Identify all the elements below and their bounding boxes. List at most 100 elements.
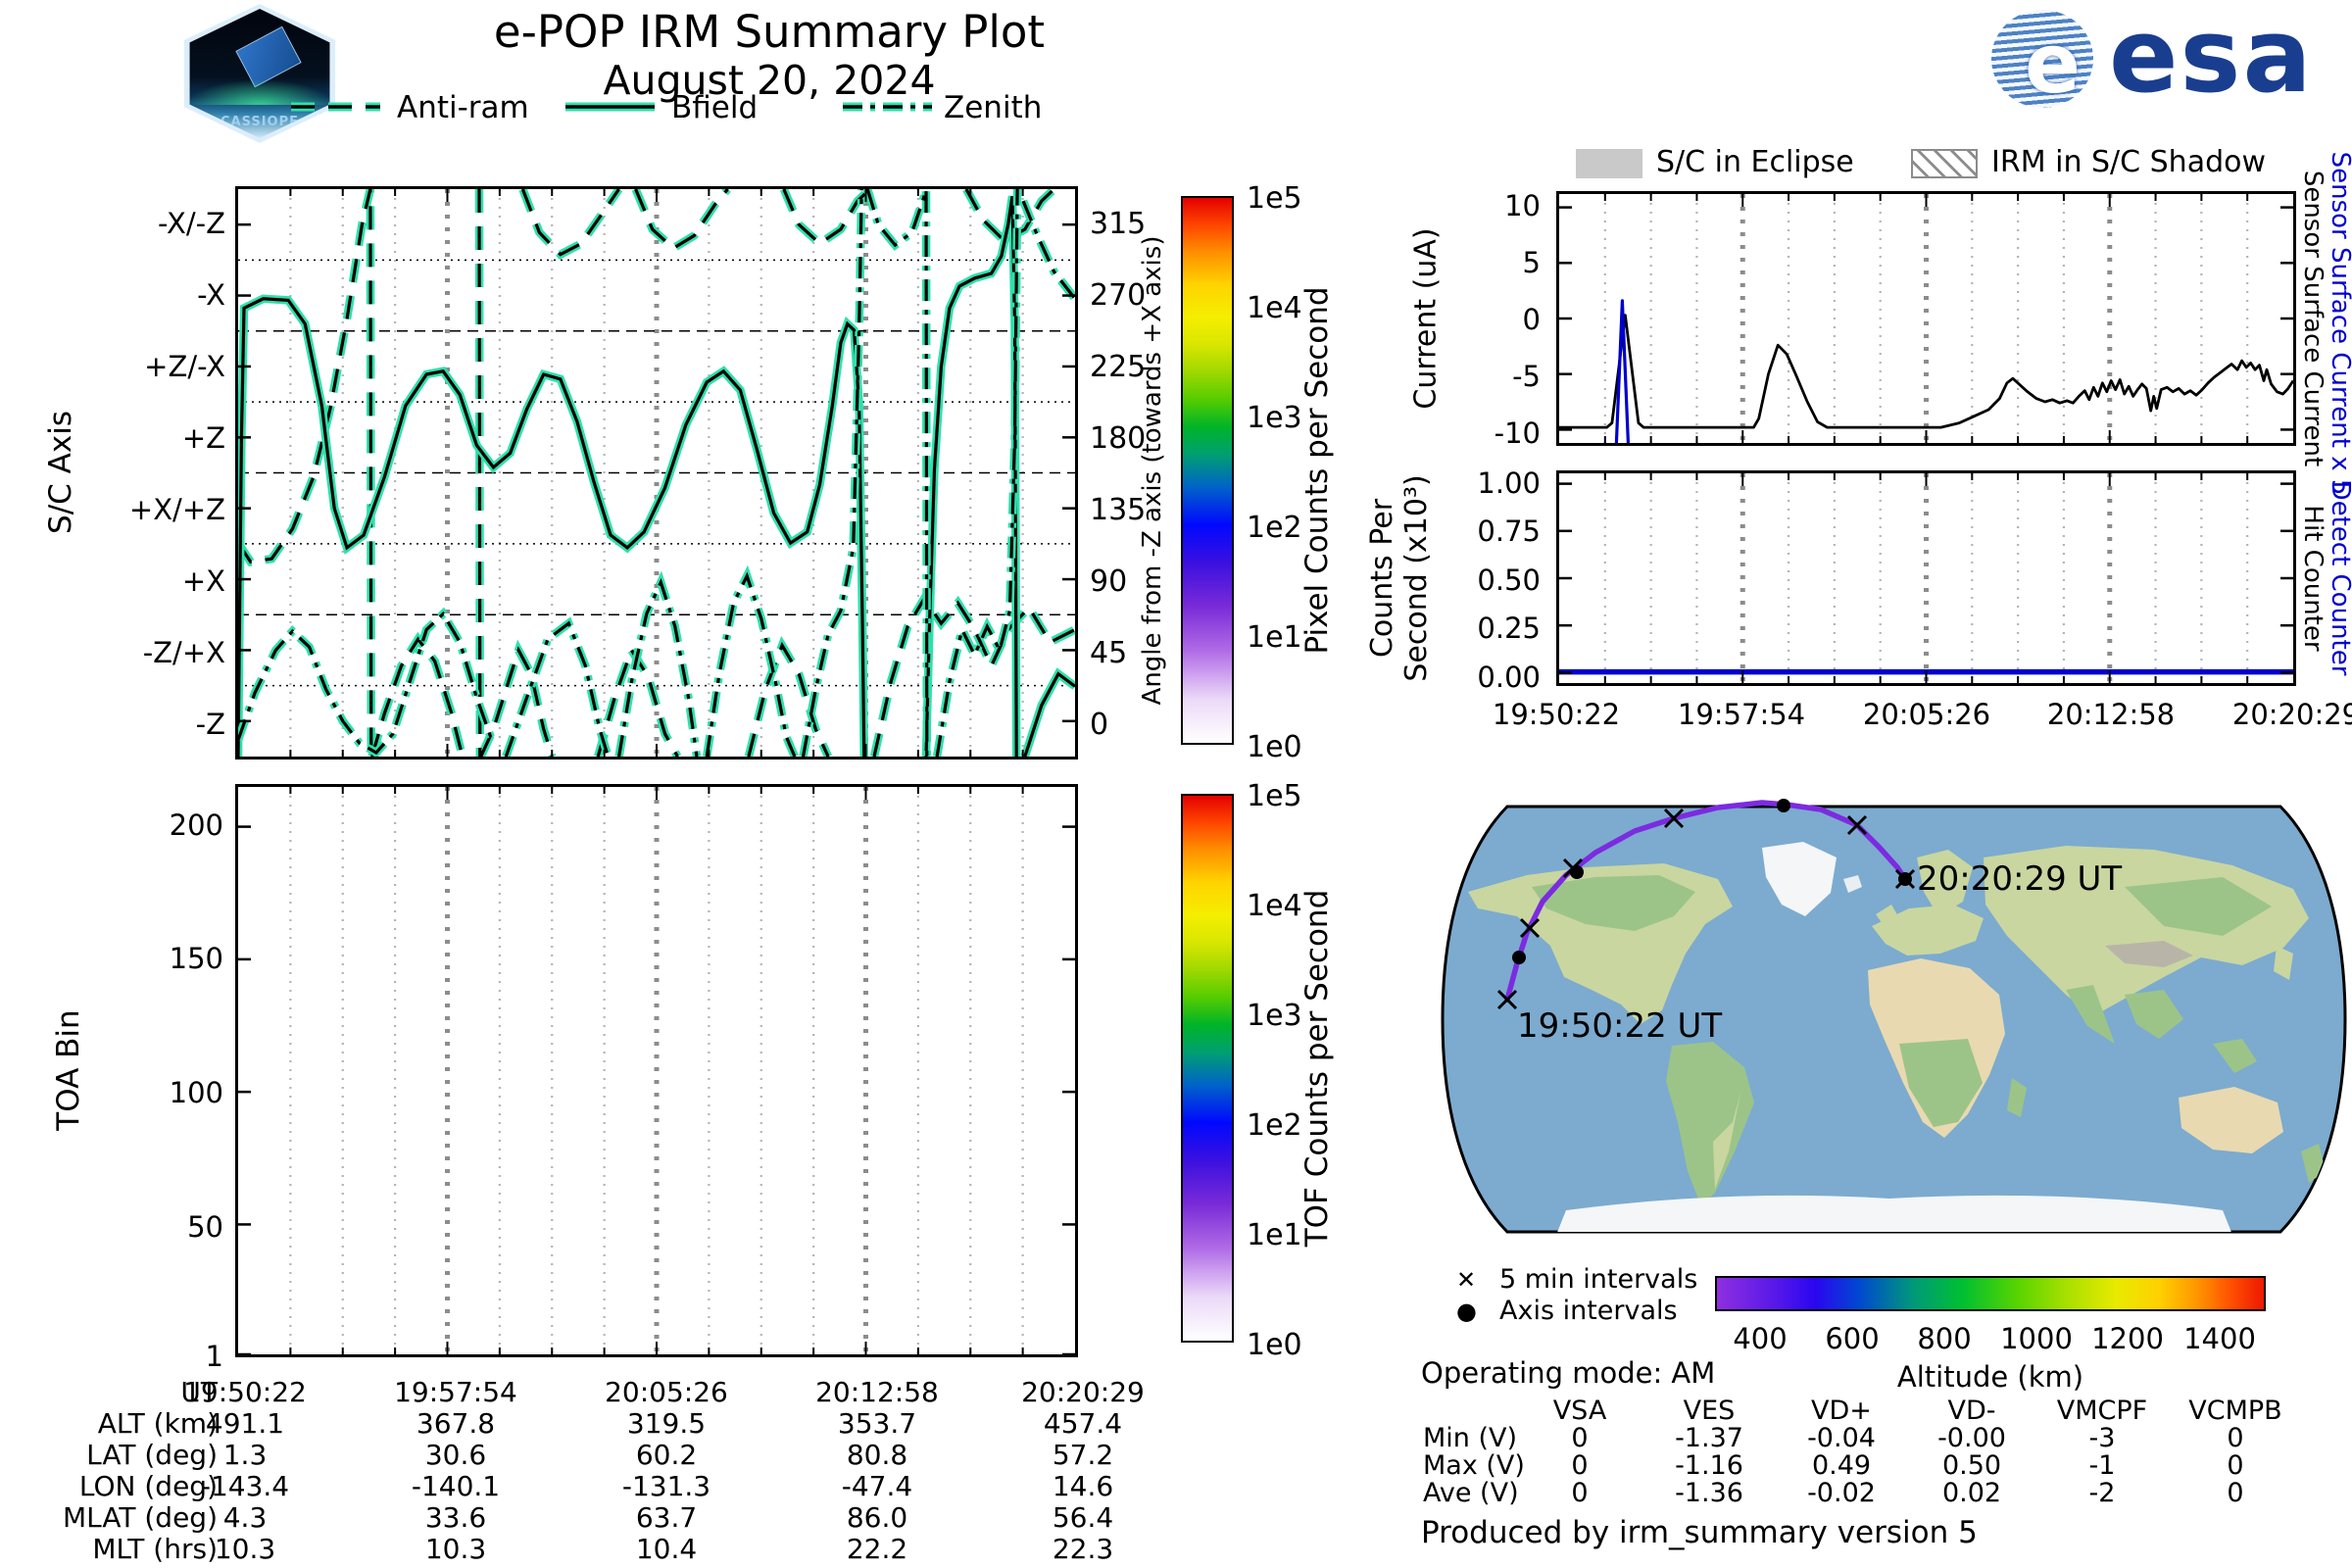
vt-max-2: 0.49 bbox=[1811, 1450, 1872, 1481]
eph-alt-4: 457.4 bbox=[1043, 1407, 1123, 1440]
vt-min-3: -0.00 bbox=[1937, 1423, 2006, 1453]
satellite-icon bbox=[235, 25, 302, 88]
pixel-cb-label: Pixel Counts per Second bbox=[1299, 286, 1335, 655]
time-tick-4: 20:20:29 bbox=[2231, 698, 2352, 731]
dot-marker-icon: ● bbox=[1456, 1298, 1477, 1325]
vt-ave-5: 0 bbox=[2227, 1478, 2244, 1508]
counts-plot bbox=[1556, 470, 2296, 686]
eph-mlat-0: 4.3 bbox=[222, 1501, 268, 1534]
tof-cb-1e1: 1e1 bbox=[1247, 1218, 1302, 1252]
altitude-bar-label: Altitude (km) bbox=[1896, 1360, 2084, 1394]
current-ylabel: Current (uA) bbox=[1408, 227, 1444, 410]
legend-zenith: Zenith bbox=[944, 90, 1043, 125]
vt-ave-2: -0.02 bbox=[1807, 1478, 1876, 1508]
eph-label-mlat: MLAT (deg) bbox=[62, 1501, 218, 1534]
angle-tick-135: 135 bbox=[1090, 493, 1147, 527]
eph-mlat-3: 86.0 bbox=[846, 1501, 908, 1534]
cassiope-mission-patch: CASSIOPE bbox=[183, 4, 336, 143]
legend-eclipse: S/C in Eclipse bbox=[1656, 145, 1854, 179]
pixel-colorbar bbox=[1181, 196, 1234, 745]
toa-ylabel: TOA Bin bbox=[51, 1009, 86, 1131]
eph-alt-1: 367.8 bbox=[416, 1407, 496, 1440]
eph-mlat-2: 63.7 bbox=[635, 1501, 698, 1534]
vt-ave-3: 0.02 bbox=[1941, 1478, 2002, 1508]
anti-ram-legend-line-icon bbox=[291, 102, 380, 112]
eph-mlt-2: 10.4 bbox=[635, 1533, 698, 1565]
vt-max-1: -1.16 bbox=[1675, 1450, 1743, 1481]
alt-tick-400: 400 bbox=[1733, 1322, 1788, 1355]
eph-ut-1: 19:57:54 bbox=[394, 1376, 517, 1408]
map-legend-axis: Axis intervals bbox=[1499, 1296, 1678, 1326]
angle-tick-45: 45 bbox=[1090, 636, 1128, 670]
eph-alt-3: 353.7 bbox=[837, 1407, 917, 1440]
alt-tick-1400: 1400 bbox=[2183, 1322, 2256, 1355]
angle-tick-270: 270 bbox=[1090, 278, 1147, 313]
tof-cb-1e5: 1e5 bbox=[1247, 779, 1302, 813]
esa-globe-icon: e bbox=[1991, 10, 2093, 108]
eph-mlat-1: 33.6 bbox=[424, 1501, 487, 1534]
sc-ytick-pz: +Z bbox=[181, 421, 225, 455]
vt-max-3: 0.50 bbox=[1941, 1450, 2002, 1481]
operating-mode: Operating mode: AM bbox=[1421, 1356, 1716, 1390]
tof-cb-1e0: 1e0 bbox=[1247, 1328, 1302, 1362]
alt-tick-600: 600 bbox=[1825, 1322, 1880, 1355]
current-right-label-black: Sensor Surface Current bbox=[2298, 170, 2328, 467]
time-tick-0: 19:50:22 bbox=[1492, 698, 1621, 731]
eph-lon-1: -140.1 bbox=[411, 1470, 501, 1502]
sc-ytick-pz-x: +Z/-X bbox=[144, 350, 225, 383]
eph-label-lat: LAT (deg) bbox=[86, 1439, 218, 1471]
eph-ut-2: 20:05:26 bbox=[605, 1376, 728, 1408]
eph-alt-2: 319.5 bbox=[626, 1407, 707, 1440]
cur-ytick--10: -10 bbox=[1494, 416, 1541, 450]
toa-ytick-200: 200 bbox=[169, 808, 223, 842]
eclipse-swatch-icon bbox=[1576, 149, 1642, 178]
eph-lat-2: 60.2 bbox=[635, 1439, 698, 1471]
legend-bfield: Bfield bbox=[671, 90, 759, 125]
current-right-label-blue: Sensor Surface Current x 5 bbox=[2326, 151, 2352, 496]
sc-axis-plot bbox=[235, 186, 1078, 760]
cnt-ytick-000: 0.00 bbox=[1477, 661, 1541, 694]
angle-axis-label: Angle from -Z axis (towards +X axis) bbox=[1138, 235, 1167, 706]
legend-anti-ram: Anti-ram bbox=[397, 90, 529, 125]
cnt-ytick-025: 0.25 bbox=[1477, 612, 1541, 645]
page-title: e-POP IRM Summary Plot bbox=[493, 6, 1046, 58]
time-tick-2: 20:05:26 bbox=[1862, 698, 1991, 731]
pixel-cb-1e2: 1e2 bbox=[1247, 511, 1302, 545]
eph-label-lon: LON (deg) bbox=[78, 1470, 218, 1502]
eph-mlt-0: 10.3 bbox=[214, 1533, 276, 1565]
map-start-time: 19:50:22 UT bbox=[1517, 1006, 1722, 1046]
zenith-legend-line-icon bbox=[843, 102, 932, 112]
x-marker-icon: ✕ bbox=[1456, 1266, 1477, 1294]
sc-ytick-px-pz: +X/+Z bbox=[128, 493, 225, 526]
vt-max-4: -1 bbox=[2088, 1450, 2116, 1481]
eph-label-mlt: MLT (hrs) bbox=[92, 1533, 218, 1565]
eph-label-alt: ALT (km) bbox=[97, 1407, 218, 1440]
vt-ave-0: 0 bbox=[1571, 1478, 1589, 1508]
vt-row-ave: Ave (V) bbox=[1423, 1478, 1519, 1508]
eph-lon-4: 14.6 bbox=[1052, 1470, 1114, 1502]
tof-cb-1e3: 1e3 bbox=[1247, 999, 1302, 1033]
vt-row-min: Min (V) bbox=[1423, 1423, 1518, 1453]
alt-tick-1000: 1000 bbox=[2000, 1322, 2073, 1355]
tof-cb-1e4: 1e4 bbox=[1247, 889, 1302, 923]
tof-cb-1e2: 1e2 bbox=[1247, 1108, 1302, 1143]
vt-col-vdp: VD+ bbox=[1811, 1396, 1872, 1426]
eph-mlt-1: 10.3 bbox=[424, 1533, 487, 1565]
vt-col-ves: VES bbox=[1683, 1396, 1736, 1426]
ground-track-map: 19:50:22 UT 20:20:29 UT bbox=[1441, 799, 2347, 1234]
alt-tick-800: 800 bbox=[1917, 1322, 1972, 1355]
eph-lat-4: 57.2 bbox=[1052, 1439, 1114, 1471]
vt-min-1: -1.37 bbox=[1675, 1423, 1743, 1453]
map-end-time: 20:20:29 UT bbox=[1917, 859, 2122, 899]
eph-alt-0: 491.1 bbox=[205, 1407, 285, 1440]
eph-lon-0: -143.4 bbox=[200, 1470, 290, 1502]
counts-ylabel: Counts Per Second (x10³) bbox=[1365, 474, 1434, 682]
cur-ytick-10: 10 bbox=[1504, 189, 1541, 222]
eph-ut-4: 20:20:29 bbox=[1021, 1376, 1145, 1408]
esa-logo: esa bbox=[2109, 0, 2314, 116]
shadow-hatch-swatch-icon bbox=[1911, 149, 1978, 178]
angle-tick-315: 315 bbox=[1090, 207, 1147, 241]
toa-ytick-1: 1 bbox=[205, 1340, 223, 1373]
footer-credit: Produced by irm_summary version 5 bbox=[1421, 1515, 1978, 1550]
